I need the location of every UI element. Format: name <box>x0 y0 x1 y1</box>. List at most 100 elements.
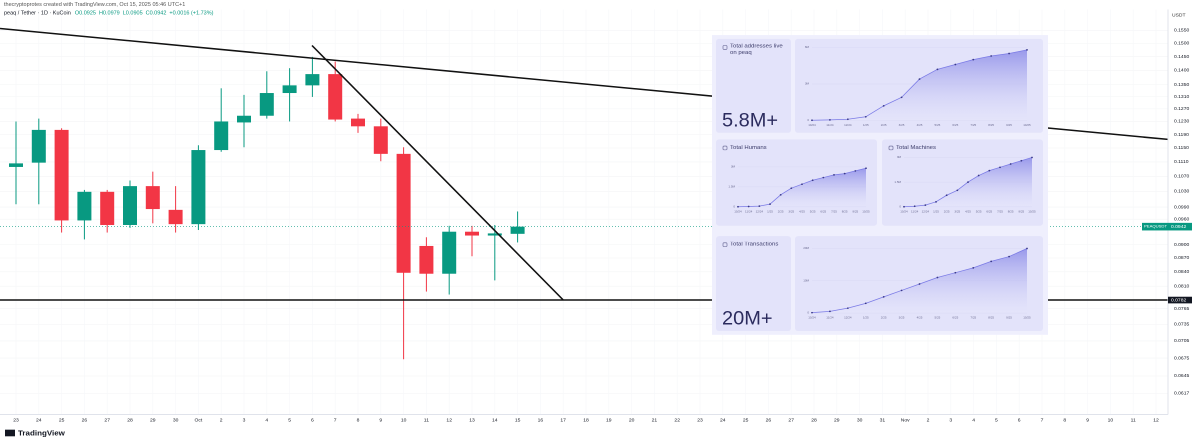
y-tick-label: 0 <box>807 311 809 315</box>
mini-chart: 0 3M 6M 10/24 11/24 12/24 1/25 2/25 3/25 4/25 5/25… <box>805 45 1031 127</box>
data-point <box>737 205 739 208</box>
y-tick-label: 0.1350 <box>1174 82 1190 88</box>
x-tick-label: 5/25 <box>935 123 941 127</box>
x-tick-label: 27 <box>104 418 110 424</box>
candle-body <box>123 186 137 225</box>
data-point <box>829 310 831 313</box>
x-tick-label: 6/25 <box>820 209 826 213</box>
price-label: 0.0782 <box>1171 297 1187 303</box>
data-point <box>954 271 957 274</box>
data-point <box>882 104 885 107</box>
x-tick-label: 10/24 <box>808 123 816 127</box>
y-tick-label: 0.0870 <box>1174 255 1190 261</box>
y-tick-label: 0.1190 <box>1174 132 1189 138</box>
x-tick-label: 6 <box>311 418 314 424</box>
x-tick-label: 26 <box>766 418 772 424</box>
candle-body <box>328 74 343 120</box>
ohlc-value: O0.0925 <box>75 11 96 17</box>
data-point <box>811 119 813 122</box>
headline: 5.8M+ <box>722 110 778 131</box>
axis-labels: 0.1550 0.1500 0.1450 0.1400 0.1350 0.1310 0.12… <box>13 28 1192 424</box>
area-fill <box>812 49 1027 121</box>
y-tick-label: 0.0840 <box>1174 269 1190 275</box>
card-title-text: Total Machines <box>896 145 937 151</box>
data-point <box>967 181 969 183</box>
ohlc-value: L0.0905 <box>123 11 143 17</box>
candle-body <box>214 121 229 151</box>
x-tick-label: 11/24 <box>826 123 834 127</box>
card-icon <box>722 242 728 247</box>
data-point <box>882 296 885 298</box>
x-tick-label: 9/25 <box>1006 316 1012 320</box>
y-tick-label: 0.1230 <box>1174 119 1190 125</box>
axis-unit: USDT <box>1172 13 1186 19</box>
x-tick-label: 7/25 <box>997 209 1003 213</box>
x-tick-label: 12 <box>446 418 452 424</box>
x-tick-label: 8/25 <box>988 123 994 127</box>
data-point <box>758 205 761 207</box>
card <box>716 236 791 332</box>
infographic: Total addresses live on peaq 5.8M+ Total H… <box>712 35 1048 335</box>
card-title: Total Transactions <box>730 241 779 248</box>
y-tick-label: 0.1030 <box>1174 189 1190 195</box>
x-tick-label: 5 <box>288 418 291 424</box>
candles <box>9 56 525 360</box>
logo: TradingView <box>5 429 66 437</box>
candle-body <box>145 186 160 210</box>
x-tick-label: 27 <box>788 418 794 424</box>
card-icon <box>722 45 728 50</box>
y-tick-label: 0.0900 <box>1174 242 1190 248</box>
x-tick-label: 10/24 <box>808 316 816 320</box>
data-point <box>1008 52 1010 55</box>
x-tick-label: 12/24 <box>844 123 852 127</box>
x-tick-label: 9/25 <box>1006 123 1012 127</box>
x-tick-label: 19 <box>606 418 612 424</box>
x-tick-label: 10 <box>1108 418 1114 424</box>
x-tick-label: 9 <box>379 418 382 424</box>
card-title-text: Total Transactions <box>730 241 779 248</box>
x-tick-label: 7 <box>334 418 337 424</box>
y-tick-label: 6M <box>805 45 810 49</box>
x-tick-label: 3 <box>243 418 246 424</box>
x-tick-label: 28 <box>127 418 133 424</box>
card-title: Total Machines <box>896 145 937 151</box>
x-tick-label: 30 <box>173 418 179 424</box>
y-tick-label: 1.5M <box>894 180 901 184</box>
data-point <box>918 78 921 80</box>
attribution: thecryptoprotes created with TradingView… <box>4 2 185 8</box>
y-tick-label: 0.1070 <box>1174 174 1190 180</box>
headline: 20M+ <box>722 308 773 329</box>
x-tick-label: 11/24 <box>826 316 834 320</box>
data-point <box>918 283 921 285</box>
price-label-box <box>1142 222 1168 231</box>
data-point <box>811 179 814 182</box>
x-tick-label: 11 <box>1131 418 1136 424</box>
area-fill <box>812 248 1027 314</box>
x-tick-label: 26 <box>82 418 88 424</box>
x-tick-label: 2/25 <box>944 209 950 213</box>
candle-body <box>419 245 434 274</box>
data-point <box>846 307 849 310</box>
x-tick-label: 12 <box>1153 418 1159 424</box>
x-tick-label: 20 <box>629 418 635 424</box>
symbol-label: PEAQUSDT <box>1144 224 1168 229</box>
y-tick-label: 20M <box>803 246 809 250</box>
y-tick-label: 0.1400 <box>1174 68 1190 74</box>
y-tick-label: 0.1500 <box>1174 41 1190 47</box>
data-point <box>1026 49 1028 51</box>
candle-body <box>31 129 46 163</box>
y-tick-label: 0.0990 <box>1174 204 1190 210</box>
x-tick-label: 24 <box>720 418 726 424</box>
x-tick-label: 1/25 <box>863 316 869 320</box>
x-tick-label: 14 <box>492 418 498 424</box>
data-point <box>936 276 939 279</box>
data-point <box>779 193 782 196</box>
x-tick-label: 4/25 <box>965 209 971 213</box>
y-tick-label: 3M <box>897 155 902 159</box>
y-tick-label: 1.5M <box>728 185 735 189</box>
y-tick-label: 0 <box>807 118 809 122</box>
mini-chart: 0 1.5M 3M 10/24 11/24 12/24 1/25 2/25 3/25 4/25 5/… <box>894 155 1036 213</box>
candle-body <box>9 163 23 167</box>
x-tick-label: 9/25 <box>1018 209 1024 213</box>
x-tick-label: 6/25 <box>952 123 958 127</box>
